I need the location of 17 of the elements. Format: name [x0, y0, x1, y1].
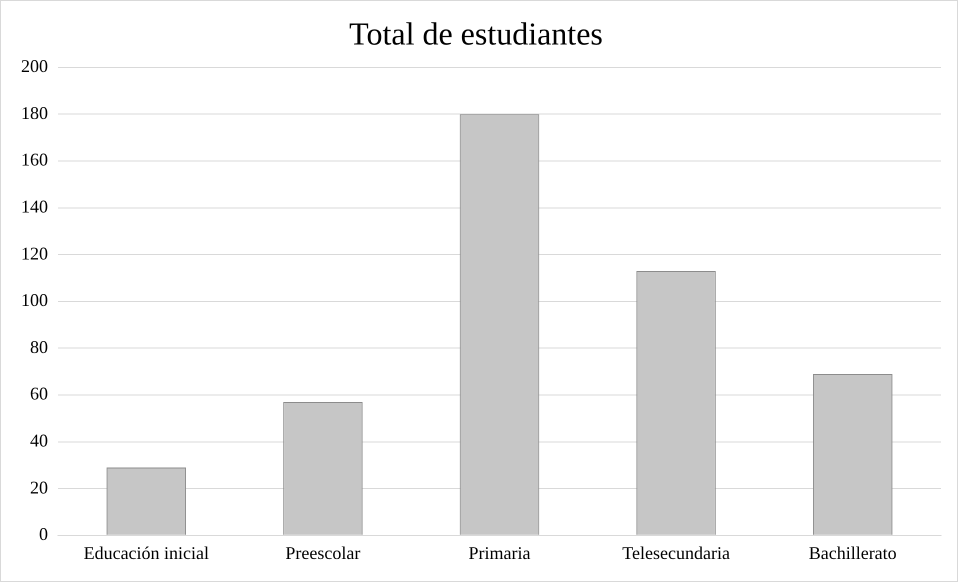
- y-tick-label: 120: [21, 243, 48, 264]
- y-tick-label: 0: [39, 524, 48, 544]
- y-tick-label: 160: [21, 150, 48, 170]
- y-tick-label: 180: [21, 102, 48, 123]
- x-tick-label: Primaria: [468, 542, 530, 563]
- y-tick-label: 20: [30, 477, 48, 498]
- y-tick-label: 40: [30, 430, 48, 451]
- y-tick-label: 140: [21, 196, 48, 217]
- chart-title: Total de estudiantes: [349, 16, 603, 52]
- x-tick-label: Bachillerato: [808, 542, 897, 563]
- y-tick-label: 100: [21, 290, 48, 310]
- x-tick-label: Preescolar: [285, 542, 360, 563]
- y-tick-label: 80: [30, 336, 48, 357]
- x-tick-label: Telesecundaria: [622, 542, 730, 563]
- x-tick-label: Educación inicial: [84, 542, 210, 563]
- y-tick-label: 60: [30, 384, 48, 404]
- y-tick-label: 200: [21, 56, 48, 76]
